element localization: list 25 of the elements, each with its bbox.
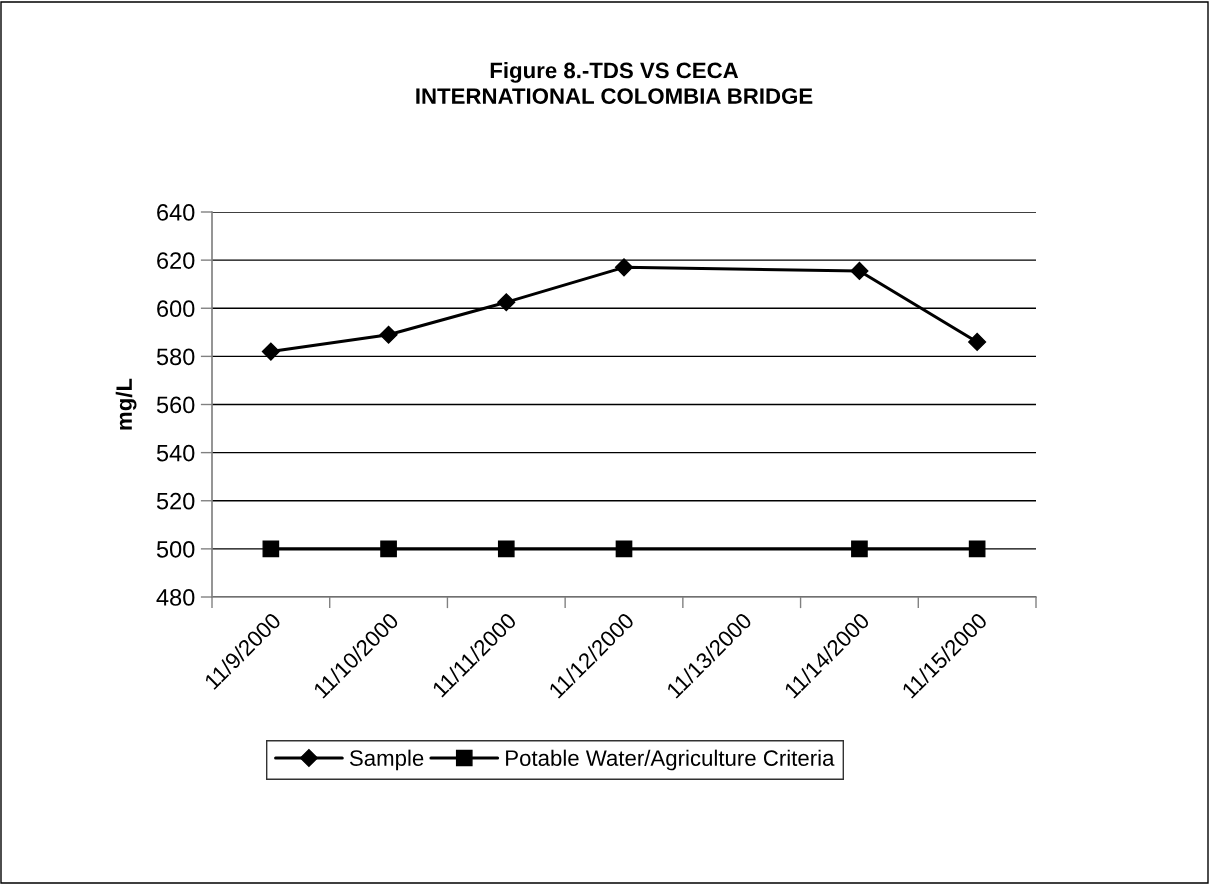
legend-label: Potable Water/Agriculture Criteria [506,749,835,771]
point [379,325,398,344]
y-tick-label: 500 [156,540,195,558]
legend-label: Sample [349,749,424,771]
point [968,540,986,558]
point [615,540,633,558]
y-tick-label: 480 [156,589,195,606]
point [850,261,869,280]
point [497,293,516,312]
point [968,332,987,351]
y-tick-label: 580 [156,348,195,366]
y-tick-label: 560 [156,396,195,414]
y-tick-label: 640 [157,204,195,221]
y-tick-label: 520 [156,492,195,510]
point [262,540,280,558]
point [380,540,397,558]
y-tick-label: 620 [157,252,195,269]
point [497,540,515,558]
chart-title: Figure 8.-TDS VS CECA INTERNATIONAL COLOMBIA BRIDGE [416,62,813,104]
y-tick-label: 600 [157,300,195,318]
point [851,540,868,558]
y-tick-label: 540 [156,444,195,462]
point [614,258,634,277]
y-axis-title: mg/L [115,378,137,430]
point [261,342,280,361]
